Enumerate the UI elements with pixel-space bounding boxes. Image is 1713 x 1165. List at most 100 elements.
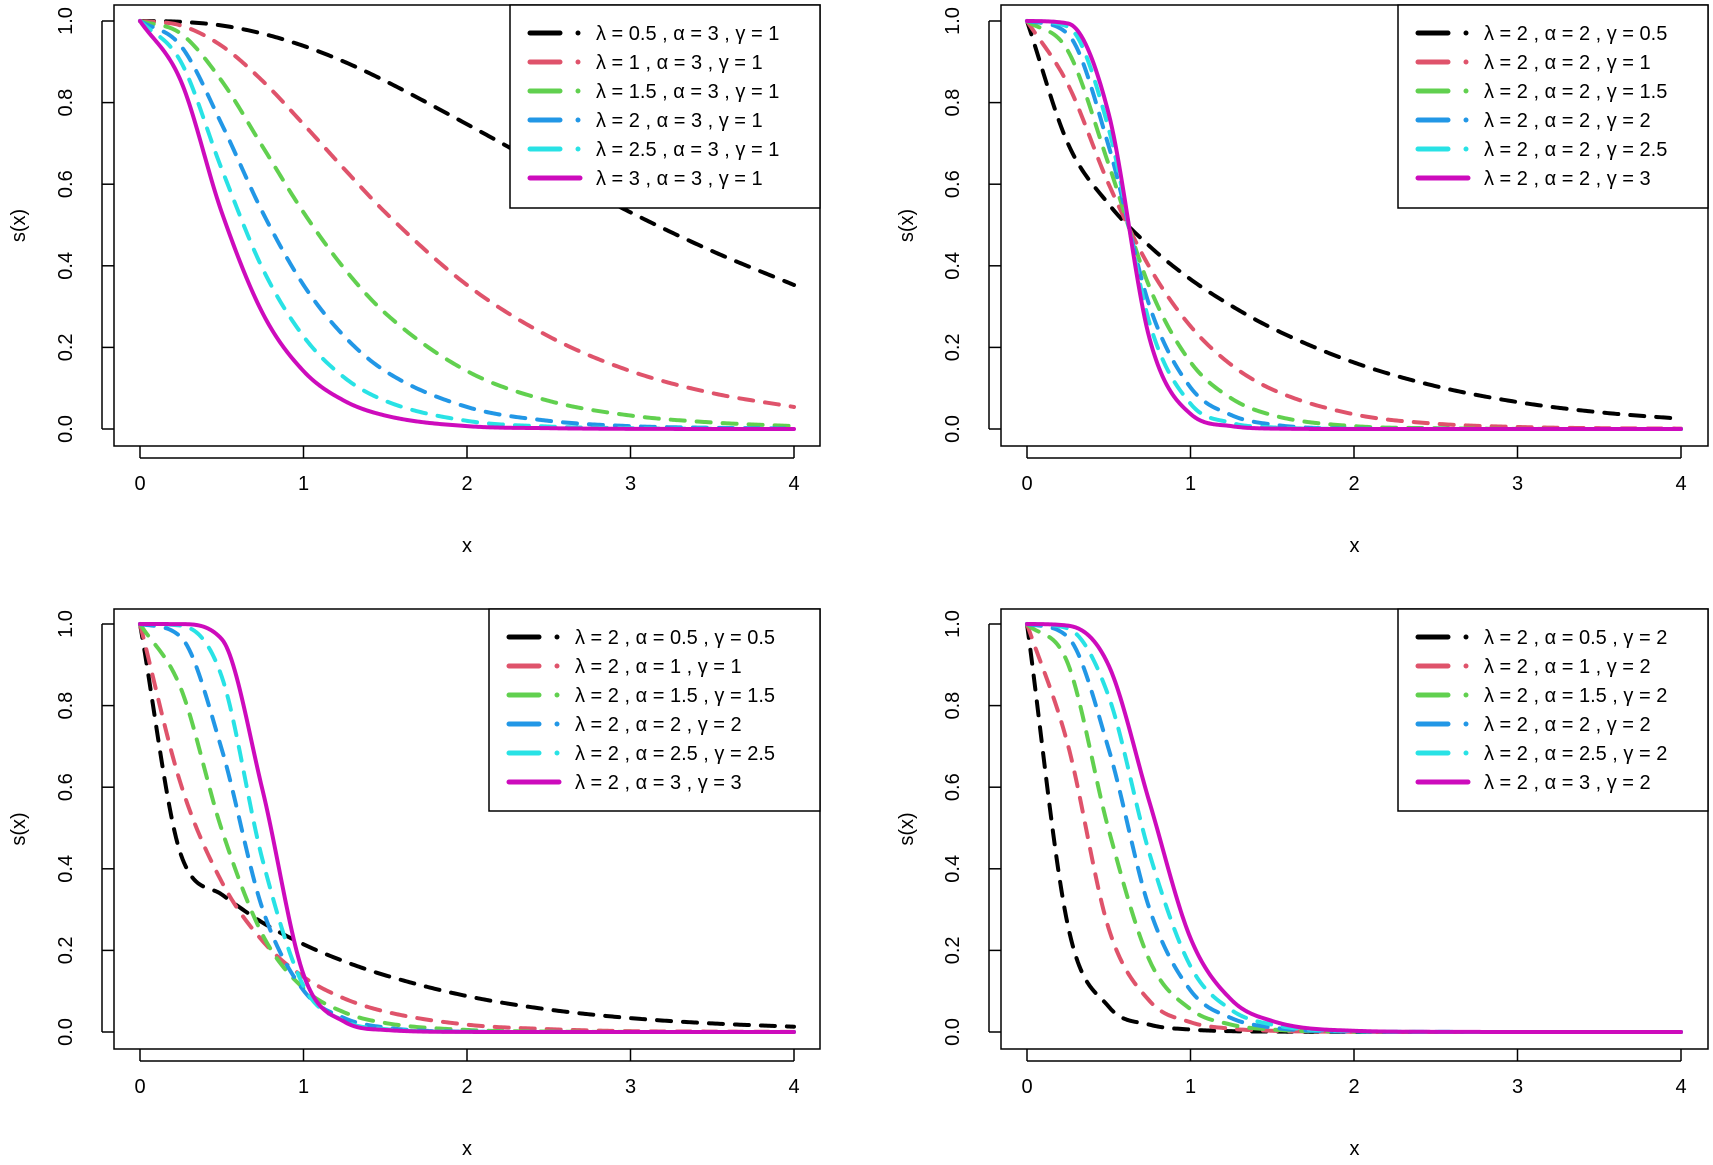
x-tick-label: 1 [298,473,309,495]
y-tick-label: 0.6 [942,773,964,801]
y-tick-label: 0.4 [55,252,77,280]
y-tick-label: 0.0 [55,415,77,443]
legend-swatch-dot [1463,30,1469,36]
legend-swatch-dot [1463,721,1469,727]
legend-swatch-dot [575,117,581,123]
legend-label: λ = 2 , α = 2 , γ = 1 [1484,52,1651,74]
legend: λ = 0.5 , α = 3 , γ = 1 λ = 1 , α = 3 , γ… [509,4,821,209]
legend-label: λ = 2 , α = 1.5 , γ = 1.5 [575,685,775,707]
legend-swatch-dot [554,692,560,698]
x-tick-label: 0 [134,473,145,495]
series-line-1 [138,19,796,287]
legend-frame [1397,608,1709,812]
y-tick-label: 0.2 [942,936,964,964]
legend-label: λ = 2 , α = 1 , γ = 1 [575,656,742,678]
legend-label: λ = 2 , α = 0.5 , γ = 2 [1484,627,1667,649]
legend-frame [509,4,821,209]
legend-label: λ = 1.5 , α = 3 , γ = 1 [596,81,779,103]
legend-label: λ = 2 , α = 3 , γ = 2 [1484,772,1651,794]
y-tick-label: 0.4 [942,855,964,883]
series-line-6 [138,19,796,431]
legend-swatch-dot [575,146,581,152]
legend-swatch-dot [575,30,581,36]
x-tick-label: 1 [1185,1076,1196,1098]
legend: λ = 2 , α = 0.5 , γ = 2 λ = 2 , α = 1 , γ… [1397,608,1709,812]
x-axis-title: x [462,535,472,557]
legend-label: λ = 2 , α = 2 , γ = 2 [1484,110,1651,132]
x-axis-title: x [1350,1138,1360,1160]
y-axis-title: s(x) [896,812,918,845]
legend-swatch-dot [575,59,581,65]
series-line-3 [138,19,796,429]
x-tick-label: 2 [461,1076,472,1098]
legend-swatch-dot [1463,634,1469,640]
legend-swatch-dot [1463,750,1469,756]
legend-swatch-dot [575,88,581,94]
x-tick-label: 3 [1512,473,1523,495]
y-axis-title: s(x) [896,209,918,242]
legend-label: λ = 2 , α = 1.5 , γ = 2 [1484,685,1667,707]
legend-swatch-dot [554,750,560,756]
panel-4: 0 1 2 3 4 0.0 0.2 0.4 0.6 0.8 1.0 x s(x) λ = 2 , α = … [896,608,1709,1160]
y-tick-label: 1.0 [55,7,77,35]
legend-swatch-dot [1463,663,1469,669]
series-line-1 [1025,19,1683,421]
x-tick-label: 0 [1021,1076,1032,1098]
series-line-4 [138,19,796,431]
legend-swatch-dot [1463,59,1469,65]
x-tick-label: 3 [1512,1076,1523,1098]
legend-label: λ = 2 , α = 2 , γ = 2.5 [1484,139,1667,161]
x-tick-label: 4 [788,1076,799,1098]
y-tick-label: 0.6 [55,773,77,801]
y-tick-label: 1.0 [55,610,77,638]
x-tick-label: 4 [1675,473,1686,495]
legend-label: λ = 2 , α = 2 , γ = 2 [1484,714,1651,736]
y-tick-label: 0.4 [942,252,964,280]
y-tick-label: 0.4 [55,855,77,883]
legend-label: λ = 2.5 , α = 3 , γ = 1 [596,139,779,161]
legend-swatch-dot [554,721,560,727]
series-line-6 [1025,19,1683,431]
series-line-6 [138,622,796,1034]
legend-label: λ = 1 , α = 3 , γ = 1 [596,52,763,74]
x-tick-label: 2 [1348,1076,1359,1098]
legend-swatch-dot [1463,117,1469,123]
y-axis-title: s(x) [8,209,30,242]
y-tick-label: 0.2 [55,936,77,964]
legend-swatch-dot [554,663,560,669]
legend-label: λ = 2 , α = 3 , γ = 3 [575,772,742,794]
y-axis-title: s(x) [8,812,30,845]
y-tick-label: 0.0 [55,1018,77,1046]
legend-label: λ = 2 , α = 2 , γ = 1.5 [1484,81,1667,103]
y-tick-label: 1.0 [942,610,964,638]
legend-label: λ = 2 , α = 2.5 , γ = 2.5 [575,743,775,765]
series-line-2 [138,19,796,409]
x-tick-label: 4 [1675,1076,1686,1098]
panel-1: 0 1 2 3 4 0.0 0.2 0.4 0.6 0.8 1.0 x s(x) λ = 0.5 , α … [8,4,821,557]
x-tick-label: 3 [625,1076,636,1098]
y-tick-label: 0.0 [942,1018,964,1046]
y-tick-label: 0.2 [942,333,964,361]
legend-swatch-dot [1463,146,1469,152]
y-tick-label: 1.0 [942,7,964,35]
panel-3: 0 1 2 3 4 0.0 0.2 0.4 0.6 0.8 1.0 x s(x) λ = 2 , α = … [8,608,821,1160]
legend: λ = 2 , α = 2 , γ = 0.5 λ = 2 , α = 2 , γ… [1397,4,1709,209]
panel-2: 0 1 2 3 4 0.0 0.2 0.4 0.6 0.8 1.0 x s(x) λ = 2 , α = … [896,4,1709,557]
series-line-6 [1025,622,1683,1034]
y-tick-label: 0.8 [55,89,77,117]
x-tick-label: 1 [298,1076,309,1098]
legend-label: λ = 2 , α = 2 , γ = 0.5 [1484,23,1667,45]
legend-label: λ = 2 , α = 2.5 , γ = 2 [1484,743,1667,765]
legend-label: λ = 2 , α = 3 , γ = 1 [596,110,763,132]
legend-label: λ = 2 , α = 2 , γ = 2 [575,714,742,736]
x-tick-label: 3 [625,473,636,495]
legend-label: λ = 2 , α = 0.5 , γ = 0.5 [575,627,775,649]
legend-swatch-dot [1463,88,1469,94]
x-tick-label: 0 [1021,473,1032,495]
legend-label: λ = 0.5 , α = 3 , γ = 1 [596,23,779,45]
legend-frame [488,608,821,812]
y-tick-label: 0.8 [55,692,77,720]
x-tick-label: 1 [1185,473,1196,495]
legend-label: λ = 2 , α = 1 , γ = 2 [1484,656,1651,678]
